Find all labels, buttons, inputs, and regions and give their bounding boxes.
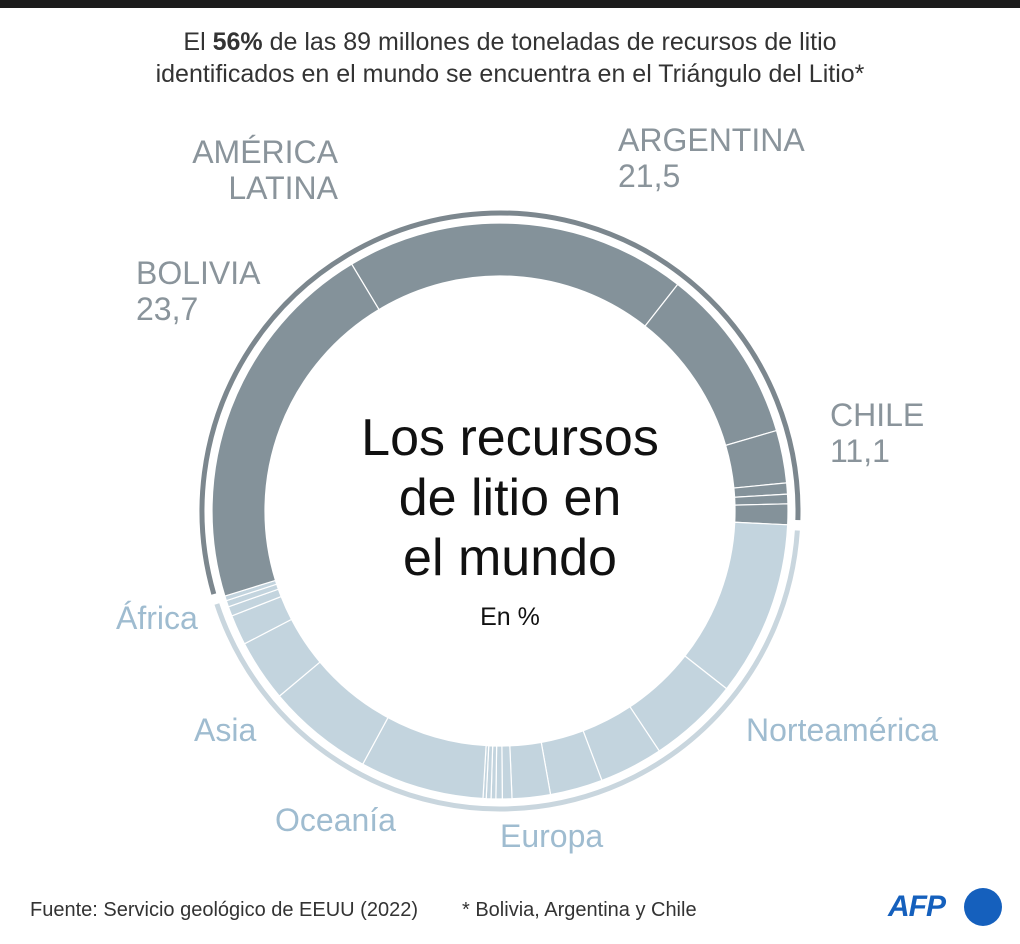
label-bolivia-name: BOLIVIA [136,255,261,291]
source-note: Fuente: Servicio geológico de EEUU (2022… [30,899,418,921]
donut-segment-europa-11 [501,745,513,800]
label-africa: África [116,600,198,636]
subtitle-highlight: 56% [212,28,263,56]
donut-hole [265,276,735,746]
bracket-rest-of-world [214,530,800,812]
label-chile: CHILE 11,1 [830,397,924,469]
center-title: Los recursos de litio en el mundo [361,409,659,587]
donut-segments [211,222,789,800]
label-america-latina: AMÉRICA LATINA [192,134,338,206]
label-bolivia-value: 23,7 [136,291,199,327]
bracket-america-latina [199,210,801,595]
chart-subtitle: El 56% de las 89 millones de toneladas d… [155,28,865,88]
label-argentina-name: ARGENTINA [618,122,805,158]
label-norteamerica: Norteamérica [746,712,939,748]
label-chile-name: CHILE [830,397,925,433]
afp-logo-dot [964,888,1002,926]
label-argentina-value: 21,5 [618,158,681,194]
donut-segment-america-latina-5 [734,503,789,526]
label-chile-value: 11,1 [830,433,890,469]
group-brackets [199,210,801,812]
center-unit: En % [480,603,540,631]
top-rule [0,0,1020,8]
label-oceania: Oceanía [275,802,396,838]
afp-logo: AFP [888,886,1008,930]
footnote: * Bolivia, Argentina y Chile [462,899,697,921]
label-asia: Asia [194,712,257,748]
label-bolivia: BOLIVIA 23,7 [136,255,261,327]
afp-logo-text: AFP [888,890,946,923]
label-argentina: ARGENTINA 21,5 [618,122,805,194]
label-europa: Europa [500,818,604,854]
